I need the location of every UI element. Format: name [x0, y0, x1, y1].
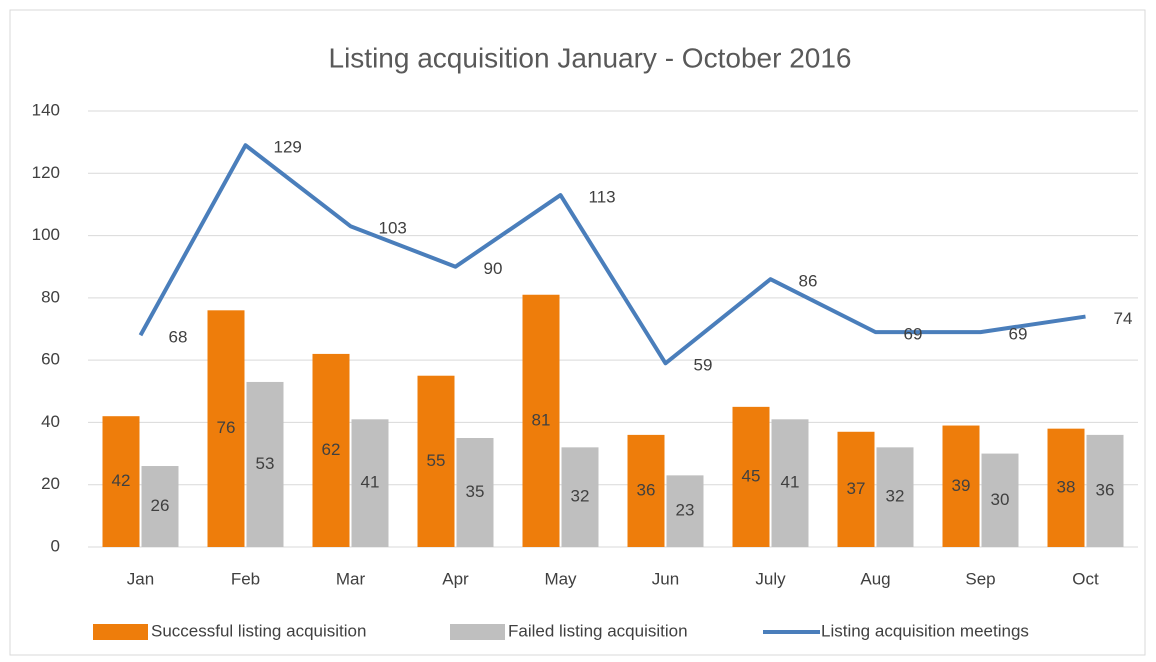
bar-value-label: 36	[637, 480, 656, 499]
x-tick-label: Jan	[127, 569, 154, 588]
bar	[732, 406, 770, 547]
line-value-label: 129	[274, 138, 302, 157]
bar	[981, 453, 1019, 547]
bar-value-label: 39	[952, 476, 971, 495]
x-tick-label: Apr	[442, 569, 469, 588]
line-value-label: 90	[484, 259, 503, 278]
bar	[942, 425, 980, 547]
bar-value-label: 81	[532, 410, 551, 429]
y-tick-label: 140	[32, 100, 60, 119]
bar	[876, 447, 914, 547]
bar	[207, 310, 245, 547]
bar-value-label: 32	[571, 487, 590, 506]
x-tick-label: Mar	[336, 569, 366, 588]
bar	[417, 375, 455, 547]
line	[138, 143, 1086, 366]
bar-value-label: 37	[847, 479, 866, 498]
y-tick-label: 0	[51, 536, 60, 555]
line-value-label: 68	[169, 328, 188, 347]
bar-value-label: 35	[466, 482, 485, 501]
line-value-label: 69	[904, 325, 923, 344]
bar	[1086, 434, 1124, 547]
y-tick-label: 100	[32, 225, 60, 244]
legend-swatch	[93, 624, 148, 640]
legend-label: Failed listing acquisition	[508, 621, 688, 640]
x-tick-label: Oct	[1072, 569, 1099, 588]
y-tick-label: 20	[41, 474, 60, 493]
bar-value-label: 45	[742, 466, 761, 485]
bar-value-label: 42	[112, 471, 131, 490]
bar	[312, 353, 350, 547]
line-value-label: 59	[694, 356, 713, 375]
x-tick-label: Sep	[965, 569, 995, 588]
line-value-label: 86	[799, 272, 818, 291]
bar	[351, 419, 389, 547]
bar-value-label: 26	[151, 496, 170, 515]
bar-value-label: 36	[1096, 480, 1115, 499]
x-tick-label: July	[755, 569, 786, 588]
bar-value-label: 23	[676, 501, 695, 520]
bar	[246, 381, 284, 547]
bar-value-label: 62	[322, 440, 341, 459]
legend-swatch	[450, 624, 505, 640]
x-tick-label: May	[544, 569, 577, 588]
legend-label: Listing acquisition meetings	[821, 621, 1029, 640]
bar	[1047, 428, 1085, 547]
bar	[771, 419, 809, 547]
bar-value-label: 55	[427, 451, 446, 470]
line-value-label: 69	[1009, 325, 1028, 344]
legend-label: Successful listing acquisition	[151, 621, 366, 640]
y-tick-label: 120	[32, 163, 60, 182]
x-tick-label: Aug	[860, 569, 890, 588]
bar-value-label: 41	[781, 473, 800, 492]
bar-value-label: 53	[256, 454, 275, 473]
bar-value-label: 76	[217, 418, 236, 437]
bar	[666, 475, 704, 547]
line-value-label: 103	[379, 219, 407, 238]
y-tick-label: 60	[41, 350, 60, 369]
bar	[141, 466, 179, 547]
bar-value-label: 41	[361, 473, 380, 492]
y-tick-label: 40	[41, 412, 60, 431]
bar	[102, 416, 140, 547]
bar	[627, 434, 665, 547]
y-tick-label: 80	[41, 287, 60, 306]
bar	[561, 447, 599, 547]
line-value-label: 113	[589, 188, 616, 207]
bar-value-label: 32	[886, 487, 905, 506]
bar	[522, 294, 560, 547]
bar-value-label: 30	[991, 490, 1010, 509]
x-tick-label: Jun	[652, 569, 679, 588]
chart-title: Listing acquisition January - October 20…	[329, 42, 852, 73]
bar	[456, 438, 494, 547]
bar-value-label: 38	[1057, 477, 1076, 496]
line-value-label: 74	[1114, 309, 1133, 328]
x-tick-label: Feb	[231, 569, 260, 588]
bar	[837, 431, 875, 547]
